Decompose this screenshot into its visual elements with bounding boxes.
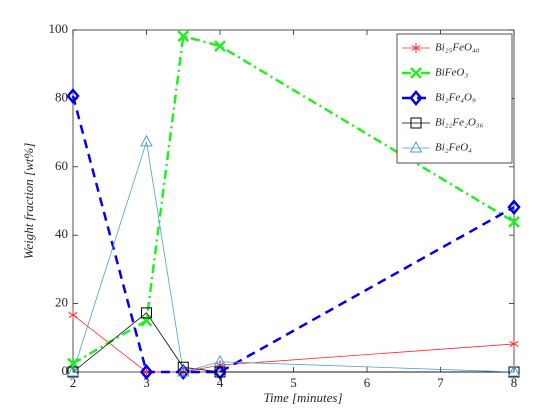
point-marker — [507, 199, 521, 216]
legend-label: Bi₂₂Fe₂O₃₆ — [435, 117, 484, 129]
point-marker — [139, 364, 154, 380]
x-tick-label: 2 — [70, 375, 77, 390]
y-tick-label: 40 — [55, 226, 68, 241]
point-marker — [67, 366, 79, 378]
point-marker — [508, 366, 520, 378]
legend-label: Bi₂Fe₄O₉ — [435, 92, 476, 104]
y-tick-label: 80 — [55, 89, 68, 104]
x-tick-label: 4 — [217, 375, 224, 390]
y-tick-label: 20 — [55, 295, 68, 310]
point-marker — [177, 30, 190, 43]
y-tick-label: 0 — [62, 363, 69, 378]
point-marker — [177, 361, 189, 373]
point-marker — [213, 354, 227, 367]
y-tick-label: 60 — [55, 158, 68, 173]
point-marker — [509, 338, 519, 349]
point-marker — [176, 364, 190, 377]
point-marker — [176, 364, 190, 380]
legend-marker — [411, 43, 421, 53]
x-tick-label: 3 — [143, 375, 150, 390]
legend-label: Bi₂₅FeO₄₀ — [435, 42, 480, 54]
point-marker — [213, 364, 227, 380]
legend-marker — [409, 140, 423, 153]
legend-label: BiFeO₃ — [435, 67, 468, 79]
point-marker — [214, 40, 226, 52]
point-marker — [141, 307, 152, 319]
legend-marker — [409, 90, 423, 106]
x-tick-label: 6 — [364, 375, 371, 390]
point-marker — [508, 215, 520, 228]
point-marker — [66, 88, 80, 104]
legend-label: Bi₂FeO₄ — [435, 142, 472, 154]
point-marker — [68, 309, 78, 320]
point-marker — [140, 134, 153, 147]
x-tick-label: 5 — [290, 375, 297, 390]
point-marker — [66, 364, 80, 377]
legend-marker — [410, 67, 422, 79]
point-marker — [507, 364, 521, 377]
y-tick-label: 100 — [49, 21, 69, 36]
point-marker — [214, 366, 226, 378]
x-tick-label: 7 — [437, 375, 444, 390]
x-axis-label: Time [minutes] — [263, 390, 342, 405]
x-tick-label: 8 — [511, 375, 518, 390]
legend-marker — [410, 117, 422, 129]
y-axis-label: Weight fraction [wt%] — [21, 143, 36, 260]
